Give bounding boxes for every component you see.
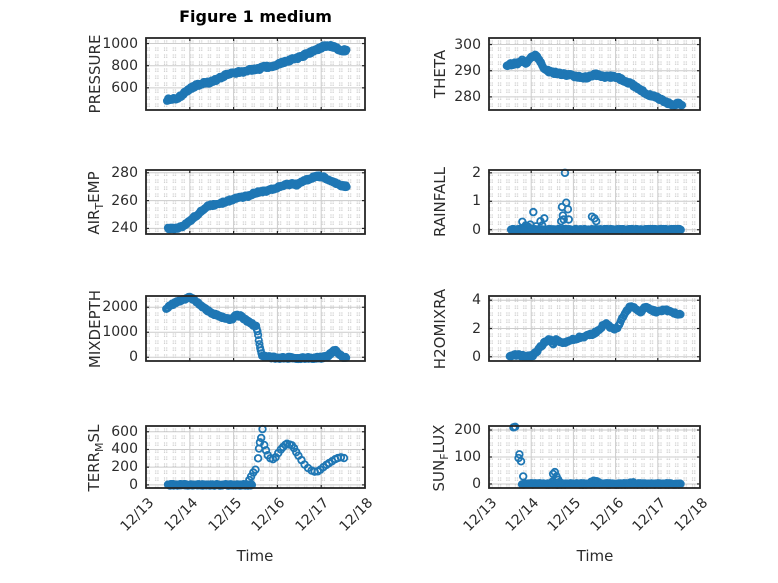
- y-tick-label: 280: [454, 88, 481, 105]
- y-tick-label: 290: [454, 62, 481, 79]
- y-tick-label: 0: [472, 475, 481, 492]
- y-tick-label: 200: [111, 459, 138, 476]
- y-tick-label: 4: [472, 292, 481, 309]
- y-tick-label: 2000: [102, 299, 138, 316]
- y-tick-label: 100: [454, 449, 481, 465]
- y-tick-label: 2: [472, 164, 481, 181]
- y-tick-label: 260: [111, 192, 138, 209]
- x-axis-title-right: Time: [576, 547, 614, 565]
- subplot-rainfall: [488, 168, 701, 235]
- figure-title: Figure 1 medium: [179, 7, 332, 26]
- subplot-h2omixra: [488, 295, 701, 362]
- y-tick-label: 240: [111, 220, 138, 237]
- y-tick-label: 600: [111, 423, 138, 440]
- y-tick-label: 0: [472, 348, 481, 365]
- x-axis-title-left: Time: [236, 547, 274, 565]
- subplot-air_temp: [145, 169, 366, 235]
- subplot-pressure: [145, 37, 366, 111]
- y-tick-label: 400: [111, 441, 138, 458]
- y-tick-label: 0: [472, 221, 481, 238]
- y-tick-label: 600: [111, 79, 138, 96]
- subplot-mixdepth: [145, 292, 366, 364]
- subplot-sun_flux: [488, 422, 701, 489]
- y-tick-label: 200: [454, 422, 481, 439]
- y-tick-label: 300: [454, 36, 481, 53]
- y-tick-label: 280: [111, 164, 138, 181]
- y-tick-label: 2: [472, 320, 481, 337]
- y-tick-label: 0: [129, 349, 138, 366]
- y-tick-label: 0: [129, 476, 138, 493]
- y-tick-label: 1000: [102, 35, 138, 52]
- y-tick-label: 800: [111, 57, 138, 74]
- y-tick-label: 1: [472, 193, 481, 210]
- subplot-theta: [488, 37, 701, 111]
- subplot-terr_msl: [145, 424, 366, 490]
- y-tick-label: 1000: [102, 324, 138, 341]
